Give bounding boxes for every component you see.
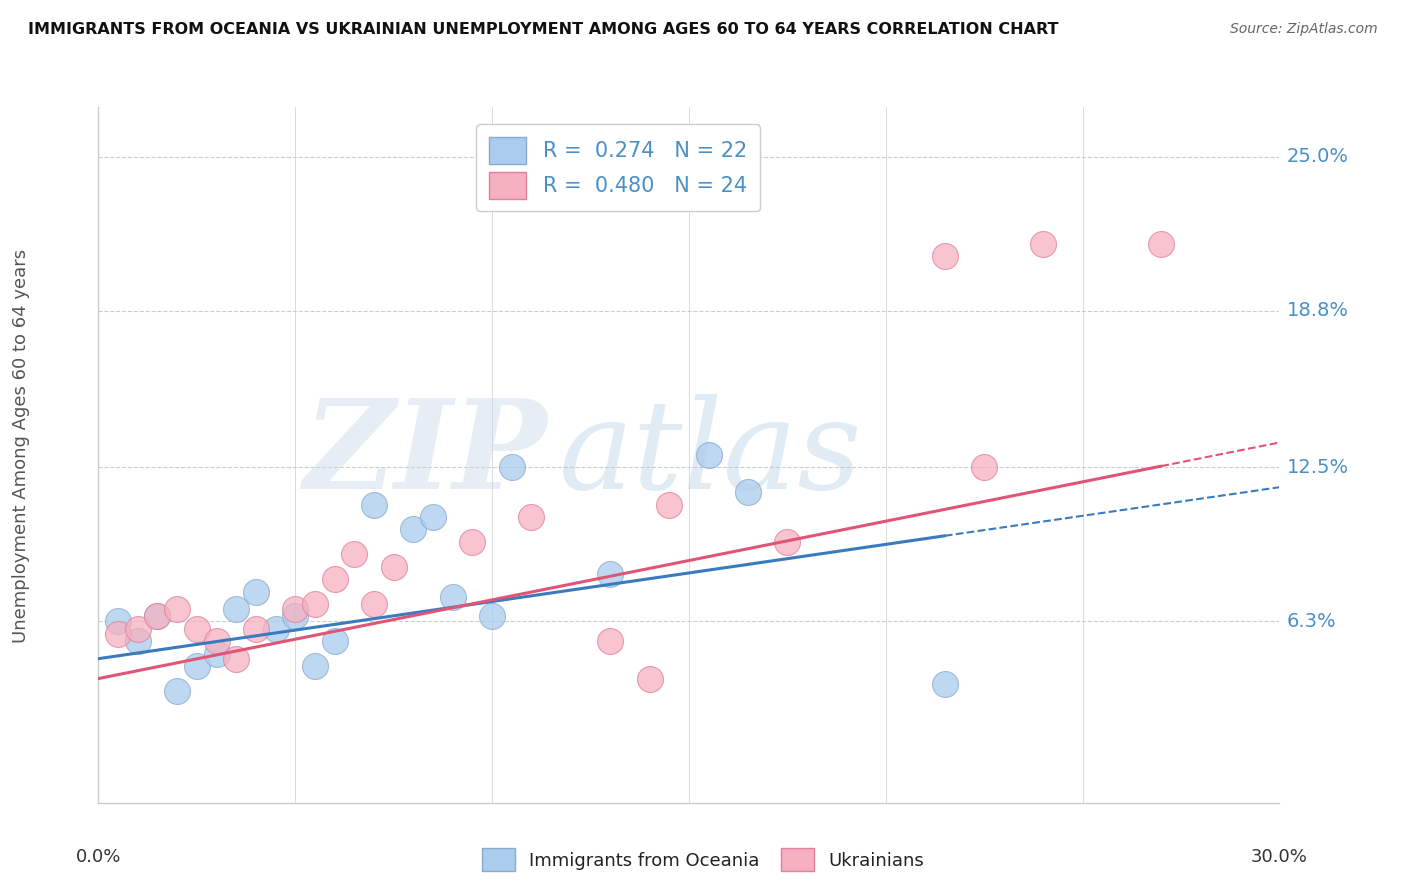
Point — [461, 534, 484, 549]
Text: atlas: atlas — [560, 394, 862, 516]
Point — [323, 634, 346, 648]
Text: 6.3%: 6.3% — [1286, 612, 1336, 631]
Text: Unemployment Among Ages 60 to 64 years: Unemployment Among Ages 60 to 64 years — [13, 249, 30, 643]
Point — [323, 572, 346, 586]
Point — [245, 584, 267, 599]
Point — [284, 609, 307, 624]
Legend: R =  0.274   N = 22, R =  0.480   N = 24: R = 0.274 N = 22, R = 0.480 N = 24 — [477, 124, 759, 211]
Point — [205, 634, 228, 648]
Legend: Immigrants from Oceania, Ukrainians: Immigrants from Oceania, Ukrainians — [475, 841, 931, 879]
Point — [934, 249, 956, 263]
Point — [363, 597, 385, 611]
Point — [422, 510, 444, 524]
Point — [186, 622, 208, 636]
Point — [127, 622, 149, 636]
Point — [225, 602, 247, 616]
Point — [638, 672, 661, 686]
Point — [382, 559, 405, 574]
Point — [146, 609, 169, 624]
Point — [501, 460, 523, 475]
Point — [107, 615, 129, 629]
Point — [599, 634, 621, 648]
Point — [1032, 236, 1054, 251]
Point — [146, 609, 169, 624]
Point — [697, 448, 720, 462]
Point — [304, 597, 326, 611]
Point — [205, 647, 228, 661]
Text: 12.5%: 12.5% — [1286, 458, 1348, 477]
Point — [658, 498, 681, 512]
Point — [245, 622, 267, 636]
Point — [363, 498, 385, 512]
Point — [934, 676, 956, 690]
Point — [284, 602, 307, 616]
Point — [264, 622, 287, 636]
Point — [107, 627, 129, 641]
Text: ZIP: ZIP — [304, 394, 547, 516]
Point — [225, 651, 247, 665]
Point — [166, 684, 188, 698]
Point — [973, 460, 995, 475]
Point — [402, 523, 425, 537]
Text: 30.0%: 30.0% — [1251, 847, 1308, 865]
Text: Source: ZipAtlas.com: Source: ZipAtlas.com — [1230, 22, 1378, 37]
Point — [599, 567, 621, 582]
Text: 0.0%: 0.0% — [76, 847, 121, 865]
Point — [343, 547, 366, 561]
Text: 18.8%: 18.8% — [1286, 301, 1348, 320]
Point — [127, 634, 149, 648]
Text: 25.0%: 25.0% — [1286, 147, 1348, 166]
Point — [520, 510, 543, 524]
Text: IMMIGRANTS FROM OCEANIA VS UKRAINIAN UNEMPLOYMENT AMONG AGES 60 TO 64 YEARS CORR: IMMIGRANTS FROM OCEANIA VS UKRAINIAN UNE… — [28, 22, 1059, 37]
Point — [1150, 236, 1173, 251]
Point — [186, 659, 208, 673]
Point — [166, 602, 188, 616]
Point — [776, 534, 799, 549]
Point — [737, 485, 759, 500]
Point — [304, 659, 326, 673]
Point — [441, 590, 464, 604]
Point — [481, 609, 503, 624]
